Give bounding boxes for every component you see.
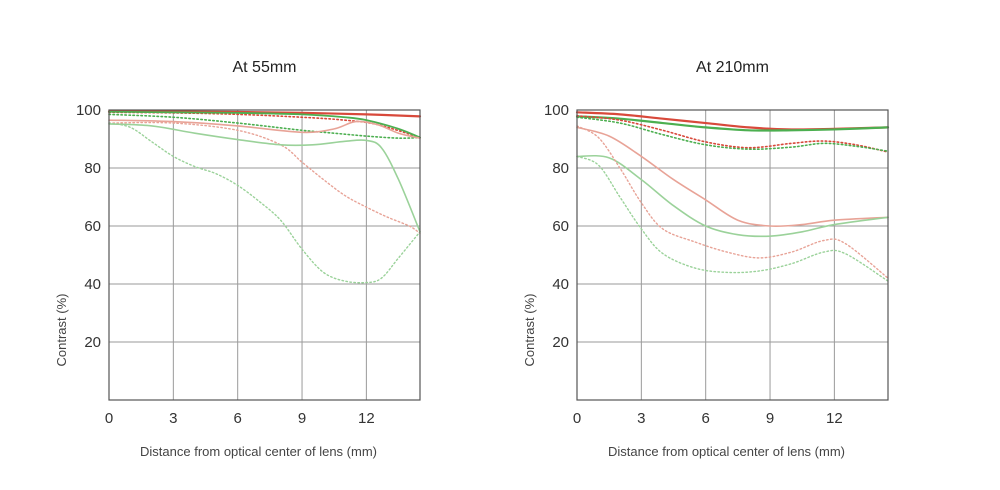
series-line-7: [576, 155, 889, 282]
chart-title: At 210mm: [696, 59, 769, 76]
y-tick-label: 100: [544, 102, 569, 119]
x-tick-label: 6: [234, 410, 242, 427]
series-line-5: [108, 121, 421, 234]
plot-frame: [108, 109, 421, 401]
series-line-0: [575, 111, 890, 131]
chart-svg: At 210mm 0 3 6 9 12 20 40 60 80 100 Distance from o…: [522, 59, 890, 459]
y-axis-label: Contrast (%): [522, 294, 537, 367]
x-tick-label: 0: [573, 410, 581, 427]
x-tick-label: 6: [702, 410, 710, 427]
series-line-1: [575, 115, 890, 132]
y-tick-label: 40: [84, 276, 101, 293]
y-tick-label: 60: [552, 218, 569, 235]
series-line-5: [576, 154, 889, 238]
chart-svg: At 55mm 0 3 6 9 12 20 40 60 80 100 Distance from op…: [54, 59, 422, 459]
y-axis-label: Contrast (%): [54, 294, 69, 367]
x-axis-label: Distance from optical center of lens (mm…: [140, 444, 377, 459]
series-line-2: [108, 110, 421, 139]
plot-frame: [576, 109, 889, 401]
series-line-4: [576, 126, 889, 228]
y-tick-label: 100: [76, 102, 101, 119]
x-tick-label: 12: [826, 410, 843, 427]
y-tick-label: 20: [84, 334, 101, 351]
x-tick-label: 0: [105, 410, 113, 427]
series-line-3: [576, 116, 889, 152]
series-line-4: [108, 119, 421, 139]
series-line-6: [108, 123, 421, 233]
chart-title: At 55mm: [232, 59, 296, 76]
y-tick-label: 80: [552, 160, 569, 177]
x-tick-label: 9: [298, 410, 306, 427]
chart-panel-55mm: At 55mm 0 3 6 9 12 20 40 60 80 100 Distance from op…: [54, 59, 422, 459]
x-tick-label: 3: [169, 410, 177, 427]
series-line-7: [108, 122, 421, 284]
y-tick-label: 80: [84, 160, 101, 177]
series-line-1: [108, 111, 421, 139]
series-line-2: [576, 115, 889, 153]
series-line-6: [576, 125, 889, 279]
x-axis-label: Distance from optical center of lens (mm…: [608, 444, 845, 459]
x-tick-label: 12: [358, 410, 375, 427]
y-tick-label: 40: [552, 276, 569, 293]
x-tick-label: 3: [637, 410, 645, 427]
x-tick-label: 9: [766, 410, 774, 427]
y-tick-label: 20: [552, 334, 569, 351]
chart-panel-210mm: At 210mm 0 3 6 9 12 20 40 60 80 100 Distance from o…: [468, 0, 968, 490]
y-tick-label: 60: [84, 218, 101, 235]
